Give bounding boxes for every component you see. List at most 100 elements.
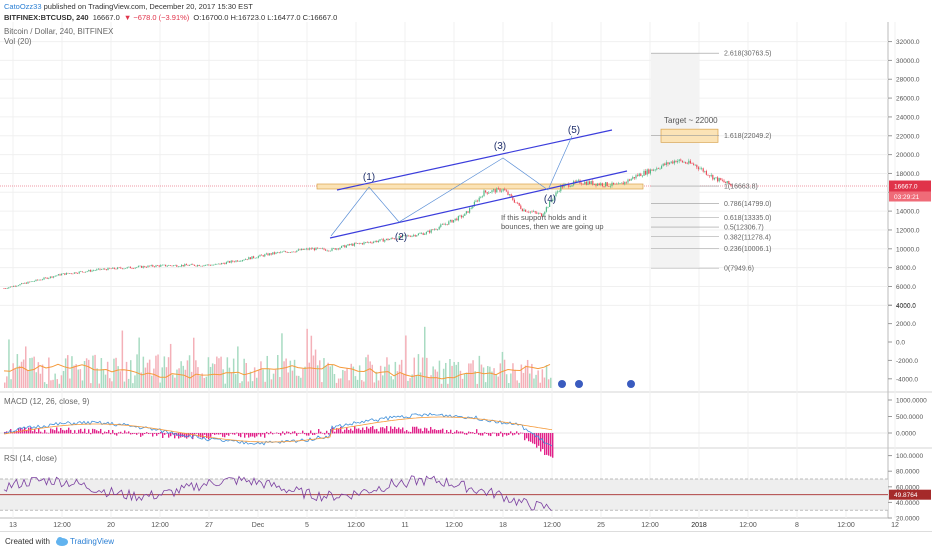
y-tick-label: 24000.0 [896,114,920,121]
macd-histogram-bar [374,429,376,434]
candle-body [547,206,549,208]
candle-body [121,268,123,269]
candle-body [261,254,263,256]
volume-bar [205,376,208,388]
target-annotation: Target ~ 22000 [664,116,718,125]
candle-body [638,173,640,177]
candle-body [384,239,386,242]
candle-body [96,269,98,271]
candle-body [467,211,469,213]
macd-label: MACD (12, 26, close, 9) [4,397,90,406]
volume-bar [287,372,289,388]
candle-body [144,266,146,268]
candle-body [493,189,495,191]
macd-histogram-bar [72,433,74,434]
macd-histogram-bar [286,431,288,434]
volume-bar [367,354,369,388]
volume-bar [379,365,382,388]
candle-body [454,218,456,221]
candle-body [646,169,648,175]
candle-body [437,229,439,230]
volume-bar [356,379,359,388]
candle-body [582,183,584,185]
volume-bar [323,358,325,388]
x-tick-label: 12:00 [837,522,855,529]
candle-body [134,267,136,269]
chart-canvas[interactable]: 13 12:00 20 12:00 27 Dec 5 12:00 11 12:00 18 12:00 2… [0,0,932,531]
macd-histogram-bar [312,433,314,436]
candle-body [48,277,50,279]
candle-body [355,243,357,244]
volume-bar [361,380,363,388]
volume-bar [396,371,399,388]
macd-histogram-bar [40,431,42,434]
macd-histogram-bar [462,431,464,434]
symbol[interactable]: BITFINEX:BTCUSD, 240 [4,13,89,22]
macd-histogram-bar [364,430,366,434]
x-tick-label: 25 [597,522,605,529]
macd-histogram-bar [98,431,100,434]
macd-histogram-bar [410,431,412,434]
support-annotation-line2: bounces, then we are going up [501,222,604,231]
macd-histogram-bar [80,428,82,434]
volume-bar [4,382,6,388]
macd-histogram-bar [190,433,192,435]
volume-bar [283,361,285,388]
candle-body [361,243,363,245]
volume-bar [405,335,407,388]
candle-body [656,168,658,170]
candle-body [216,263,218,265]
volume-bar [155,355,157,388]
macd-histogram-bar [248,433,250,438]
candle-body [232,260,234,262]
candle-body [381,238,383,240]
candle-body [382,238,384,242]
candle-body [278,252,280,253]
macd-histogram-bar [338,428,340,434]
volume-bar [258,369,260,388]
macd-histogram-bar [406,430,408,434]
candle-body [581,183,583,185]
candle-body [489,192,491,193]
macd-histogram-bar [412,426,414,434]
volume-bar [308,362,310,388]
volume-bar [403,374,405,388]
candle-body [630,178,632,181]
macd-histogram-bar [140,433,142,437]
candle-body [702,168,704,172]
candle-body [465,211,467,214]
macd-histogram-bar [126,432,128,434]
macd-histogram-bar [82,431,84,434]
volume-bar [491,371,493,388]
macd-histogram-bar [244,433,246,438]
candle-body [393,238,395,240]
macd-histogram-bar [526,433,528,439]
candle-body [233,261,235,263]
publisher-link[interactable]: CatoOzz33 [4,2,42,11]
candle-body [494,189,496,193]
volume-bar [165,367,168,388]
tradingview-link[interactable]: TradingView [70,537,115,546]
volume-bar [514,369,516,388]
x-tick-label: 18 [499,522,507,529]
candle-body [576,180,578,182]
macd-histogram-bar [18,428,20,434]
candle-body [387,238,389,241]
macd-histogram-bar [356,428,358,434]
volume-bar [375,371,378,388]
macd-histogram-bar [494,432,496,434]
candle-body [229,261,231,263]
candle-body [715,177,717,178]
volume-bar [493,368,495,388]
macd-histogram-bar [474,433,476,435]
macd-histogram-bar [218,433,220,435]
volume-bar [319,360,321,388]
candle-body [667,162,669,165]
macd-histogram-bar [508,433,510,436]
candle-body [97,268,99,270]
volume-bar [453,362,455,388]
candle-body [640,173,642,177]
macd-histogram-bar [382,427,384,434]
volume-bar [497,376,499,388]
candle-body [104,268,106,270]
